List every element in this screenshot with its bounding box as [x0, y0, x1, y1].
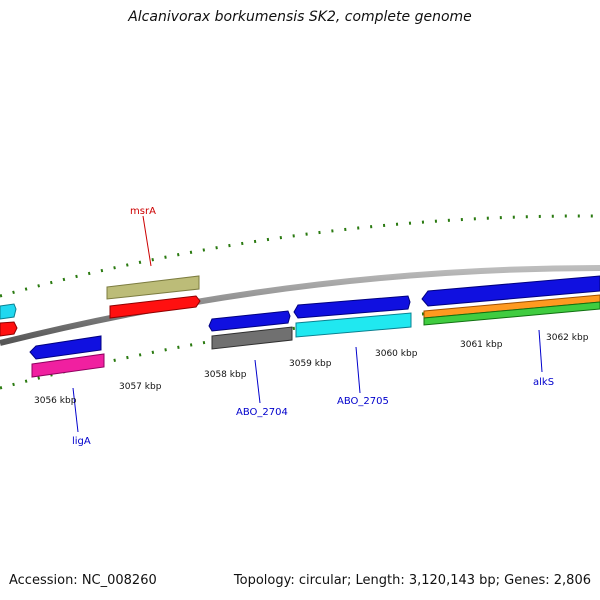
feature-red-left: [0, 321, 18, 337]
gene-label-msrA[interactable]: msrA: [130, 206, 156, 217]
forward-strand-features: [0, 275, 600, 332]
feature-blue-abo2705: [293, 295, 411, 319]
feature-orange-alks: [423, 294, 600, 319]
gene-label-abo2705[interactable]: ABO_2705: [337, 396, 389, 407]
pointer-msrA: [142, 215, 152, 267]
feature-khaki-msrA: [106, 275, 200, 300]
pointer-alks: [538, 329, 543, 373]
feature-magenta-ligA: [31, 353, 105, 378]
feature-cyan-left: [0, 303, 17, 320]
tick-label: 3061 kbp: [460, 340, 503, 350]
label-pointers: [72, 215, 543, 433]
tick-label: 3062 kbp: [546, 333, 589, 343]
feature-blue-alks: [421, 275, 600, 307]
gene-label-alks[interactable]: alkS: [533, 377, 554, 388]
pointer-ligA: [72, 387, 79, 433]
genome-backbone: [0, 265, 600, 346]
reverse-strand-features: [0, 294, 600, 378]
tick-label: 3058 kbp: [204, 370, 247, 380]
pointer-abo2705: [355, 346, 361, 394]
feature-cyan-abo2705: [295, 312, 412, 338]
feature-gray-abo2704: [211, 326, 293, 350]
pointer-abo2704: [254, 359, 261, 404]
feature-green-alks: [423, 301, 600, 326]
gene-label-ligA[interactable]: ligA: [72, 436, 91, 447]
accession-text: Accession: NC_008260: [9, 573, 157, 588]
feature-blue-ligA-upper: [29, 335, 102, 360]
gene-label-abo2704[interactable]: ABO_2704: [236, 407, 288, 418]
tick-label: 3060 kbp: [375, 349, 418, 359]
tick-label: 3057 kbp: [119, 382, 162, 392]
tick-label: 3059 kbp: [289, 359, 332, 369]
feature-red-msrA: [109, 295, 201, 319]
topology-summary: Topology: circular; Length: 3,120,143 bp…: [233, 573, 591, 588]
map-title: Alcanivorax borkumensis SK2, complete ge…: [128, 9, 472, 25]
feature-blue-abo2704: [208, 310, 291, 332]
tick-label: 3056 kbp: [34, 396, 77, 406]
